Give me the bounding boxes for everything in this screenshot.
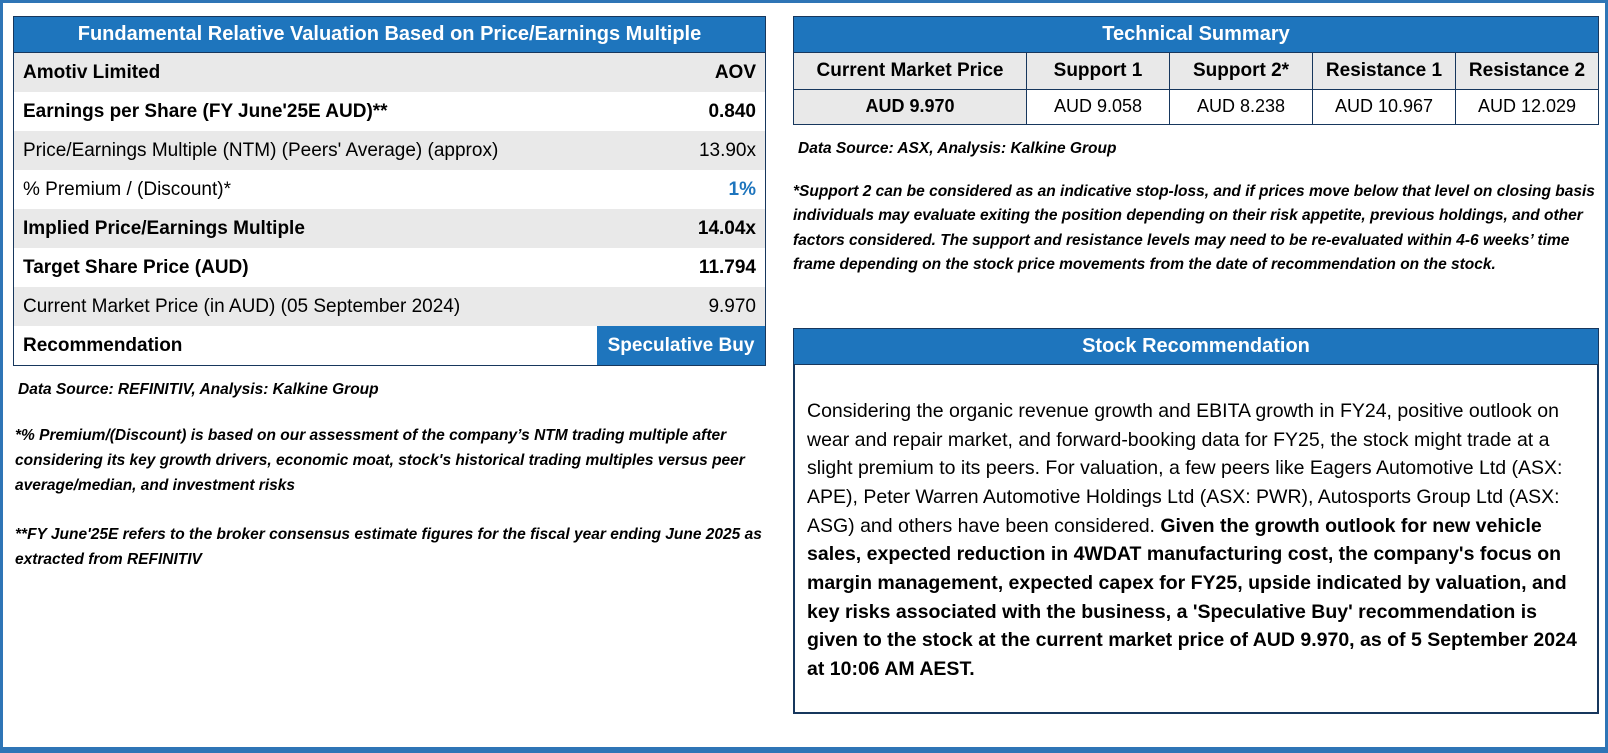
tech-header-support-2: Support 2* (1169, 53, 1312, 90)
fundamental-valuation-table: Amotiv Limited AOV Earnings per Share (F… (13, 53, 766, 366)
tech-value-resistance-1: AUD 10.967 (1312, 90, 1455, 124)
fundamental-valuation-title: Fundamental Relative Valuation Based on … (13, 16, 766, 53)
table-row-premium-discount: % Premium / (Discount)* 1% (14, 170, 765, 209)
row-label: % Premium / (Discount)* (23, 178, 231, 200)
recommendation-badge: Speculative Buy (597, 326, 765, 365)
row-value: 14.04x (697, 217, 756, 239)
row-value: 13.90x (698, 139, 756, 161)
stock-recommendation-title: Stock Recommendation (793, 328, 1599, 365)
row-value: 9.970 (708, 295, 756, 317)
company-name: Amotiv Limited (23, 61, 161, 83)
tech-header-support-1: Support 1 (1026, 53, 1169, 90)
tech-value-support-1: AUD 9.058 (1026, 90, 1169, 124)
support-2-note: *Support 2 can be considered as an indic… (793, 183, 1595, 274)
technical-summary-panel: Technical Summary Current Market Price S… (793, 16, 1599, 278)
recommendation-text-regular: Considering the organic revenue growth a… (807, 400, 1563, 537)
stock-recommendation-panel: Stock Recommendation Considering the org… (793, 328, 1599, 714)
ticker-code: AOV (714, 61, 756, 83)
table-row-pe-multiple: Price/Earnings Multiple (NTM) (Peers' Av… (14, 131, 765, 170)
table-row-target-price: Target Share Price (AUD) 11.794 (14, 248, 765, 287)
fy25-estimate-footnote: **FY June'25E refers to the broker conse… (15, 526, 762, 569)
row-label: Implied Price/Earnings Multiple (23, 217, 305, 239)
table-row-eps: Earnings per Share (FY June'25E AUD)** 0… (14, 92, 765, 131)
tech-value-support-2: AUD 8.238 (1169, 90, 1312, 124)
table-row-implied-pe: Implied Price/Earnings Multiple 14.04x (14, 209, 765, 248)
row-label: Earnings per Share (FY June'25E AUD)** (23, 100, 388, 122)
premium-discount-footnote: *% Premium/(Discount) is based on our as… (15, 427, 745, 495)
row-value: 0.840 (708, 100, 756, 122)
recommendation-text-bold: Given the growth outlook for new vehicle… (807, 514, 1577, 680)
row-label: Price/Earnings Multiple (NTM) (Peers' Av… (23, 139, 499, 161)
technical-summary-title: Technical Summary (793, 16, 1599, 53)
tech-header-current-market-price: Current Market Price (794, 53, 1026, 90)
table-row-current-price: Current Market Price (in AUD) (05 Septem… (14, 287, 765, 326)
tech-value-current-market-price: AUD 9.970 (794, 90, 1026, 124)
tech-value-resistance-2: AUD 12.029 (1455, 90, 1598, 124)
table-row-company: Amotiv Limited AOV (14, 53, 765, 92)
row-value: 11.794 (698, 256, 756, 278)
row-value: 1% (728, 178, 756, 200)
tech-header-resistance-2: Resistance 2 (1455, 53, 1598, 90)
fundamental-data-source: Data Source: REFINITIV, Analysis: Kalkin… (18, 381, 379, 398)
table-row-recommendation: Recommendation Speculative Buy (14, 326, 765, 365)
technical-data-source: Data Source: ASX, Analysis: Kalkine Grou… (798, 140, 1117, 157)
row-label: Current Market Price (in AUD) (05 Septem… (23, 295, 461, 317)
fundamental-valuation-panel: Fundamental Relative Valuation Based on … (13, 16, 766, 573)
technical-summary-table: Current Market Price Support 1 Support 2… (793, 53, 1599, 125)
row-label: Recommendation (23, 334, 183, 356)
stock-recommendation-body: Considering the organic revenue growth a… (793, 365, 1599, 714)
row-label: Target Share Price (AUD) (23, 256, 249, 278)
tech-header-resistance-1: Resistance 1 (1312, 53, 1455, 90)
